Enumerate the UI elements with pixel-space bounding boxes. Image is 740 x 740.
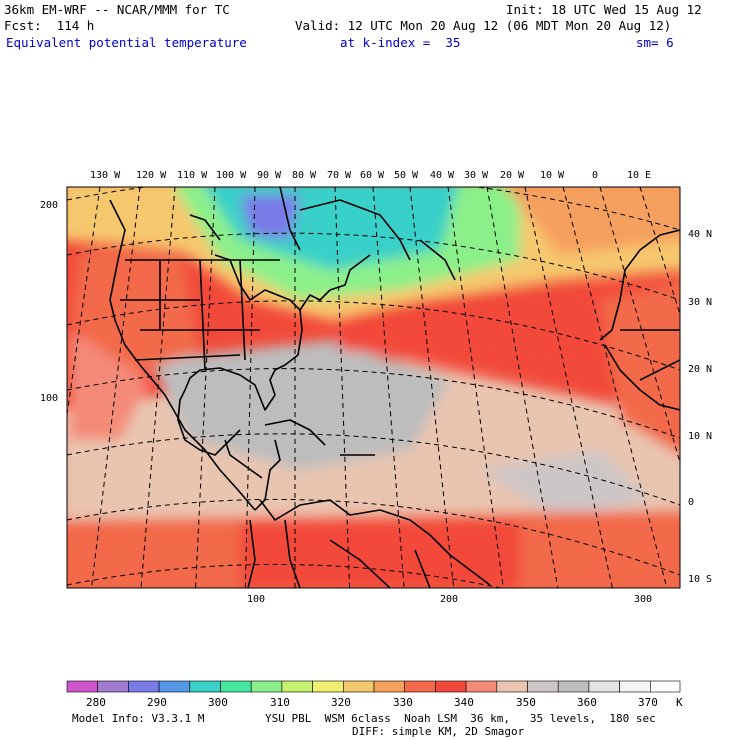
lon-label: 100 W <box>216 170 247 181</box>
lon-label: 90 W <box>257 170 282 181</box>
colorbar-label: 280 <box>86 696 106 709</box>
lat-label: 30 N <box>688 297 713 308</box>
lon-label: 20 W <box>500 170 525 181</box>
colorbar <box>66 680 681 693</box>
lat-label: 40 N <box>688 229 713 240</box>
colorbar-label: 350 <box>516 696 536 709</box>
colorbar-label: 320 <box>331 696 351 709</box>
lon-label: 70 W <box>327 170 352 181</box>
grid-y-label: 200 <box>40 200 59 211</box>
graticule <box>67 187 680 588</box>
model-info: Model Info: V3.3.1 M <box>72 712 205 725</box>
lon-label: 130 W <box>90 170 121 181</box>
colorbar-label: 370 <box>638 696 658 709</box>
colorbar-label: 340 <box>454 696 474 709</box>
colorbar-unit: K <box>676 696 683 709</box>
lon-label: 50 W <box>394 170 419 181</box>
diffusion-info: DIFF: simple KM, 2D Smagor <box>352 725 525 738</box>
lat-label: 10 S <box>688 574 713 585</box>
colorbar-label: 300 <box>208 696 228 709</box>
lon-label: 0 <box>592 170 599 181</box>
colorbar-label: 290 <box>147 696 167 709</box>
lon-label: 30 W <box>464 170 489 181</box>
valid-time: Valid: 12 UTC Mon 20 Aug 12 (06 MDT Mon … <box>295 18 672 33</box>
lon-label: 10 W <box>540 170 565 181</box>
init-time: Init: 18 UTC Wed 15 Aug 12 <box>506 2 702 17</box>
grid-y-label: 100 <box>40 393 59 404</box>
grid-x-label: 100 <box>247 594 266 605</box>
colorbar-label: 360 <box>577 696 597 709</box>
grid-x-label: 300 <box>634 594 653 605</box>
coastlines <box>109 187 680 588</box>
field-name: Equivalent potential temperature <box>6 35 247 50</box>
smoothing-info: sm= 6 <box>636 35 674 50</box>
lon-label: 120 W <box>136 170 167 181</box>
lon-label: 110 W <box>177 170 208 181</box>
physics-info: YSU PBL WSM 6class Noah LSM 36 km, 35 le… <box>265 712 656 725</box>
lat-label: 10 N <box>688 431 713 442</box>
colorbar-label: 310 <box>270 696 290 709</box>
lat-label: 0 <box>688 497 695 508</box>
colorbar-label: 330 <box>393 696 413 709</box>
lon-label: 10 E <box>627 170 652 181</box>
lat-label: 20 N <box>688 364 713 375</box>
forecast-hour: Fcst: 114 h <box>4 18 95 33</box>
lon-label: 60 W <box>360 170 385 181</box>
lon-label: 80 W <box>292 170 317 181</box>
theta-e-field <box>67 187 680 588</box>
lon-label: 40 W <box>430 170 455 181</box>
model-title: 36km EM-WRF -- NCAR/MMM for TC <box>4 2 230 17</box>
level-info: at k-index = 35 <box>340 35 461 50</box>
grid-x-label: 200 <box>440 594 459 605</box>
